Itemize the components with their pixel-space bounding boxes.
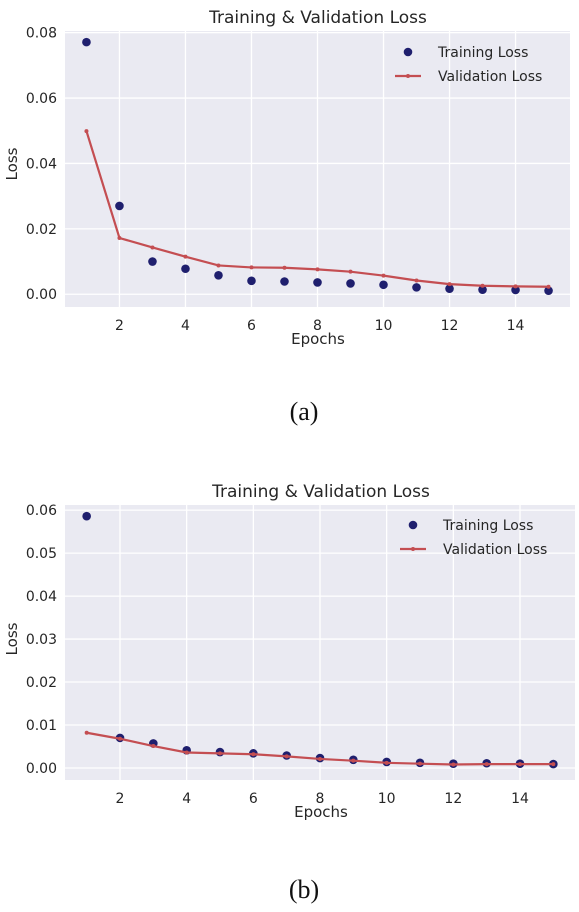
validation-loss-marker — [546, 284, 551, 289]
legend-label: Validation Loss — [443, 542, 547, 558]
legend-marker-validation-loss — [406, 74, 410, 78]
validation-loss-marker — [480, 283, 485, 288]
y-tick-label: 0.01 — [26, 718, 57, 734]
training-loss-point — [148, 257, 157, 266]
validation-loss-marker — [150, 245, 155, 250]
validation-loss-marker — [84, 730, 89, 735]
validation-loss-marker — [118, 736, 122, 741]
legend-label: Training Loss — [437, 45, 528, 61]
y-tick-label: 0.02 — [26, 675, 57, 691]
x-tick-label: 10 — [375, 318, 393, 334]
training-loss-point — [544, 286, 553, 295]
validation-loss-marker — [518, 762, 522, 767]
validation-loss-marker — [551, 762, 556, 767]
training-loss-point — [379, 280, 388, 290]
x-tick-label: 10 — [378, 791, 396, 807]
validation-loss-marker — [513, 284, 518, 289]
training-loss-point — [346, 279, 355, 288]
legend-label: Validation Loss — [438, 69, 542, 85]
validation-loss-marker — [216, 263, 221, 268]
legend-marker-validation-loss — [411, 547, 415, 551]
training-loss-point — [445, 284, 454, 293]
validation-loss-marker — [183, 254, 188, 259]
x-tick-label: 2 — [116, 791, 125, 807]
validation-loss-marker — [451, 762, 456, 767]
y-tick-label: 0.02 — [26, 222, 57, 238]
validation-loss-marker — [447, 282, 452, 287]
chart-title: Training & Validation Loss — [208, 8, 427, 28]
validation-loss-marker — [315, 267, 320, 272]
training-loss-point — [511, 285, 520, 295]
chart-panel-b: Training & Validation Loss Epochs Loss (… — [3, 482, 575, 904]
y-axis-label: Loss — [3, 622, 21, 655]
validation-loss-marker — [251, 752, 256, 757]
validation-loss-marker — [414, 278, 419, 283]
validation-loss-marker — [348, 269, 353, 274]
y-tick-label: 0.06 — [26, 503, 57, 519]
training-loss-point — [280, 277, 289, 286]
x-tick-label: 12 — [444, 791, 462, 807]
y-tick-label: 0.03 — [26, 632, 57, 648]
legend-label: Training Loss — [442, 518, 533, 534]
validation-loss-marker — [484, 762, 489, 767]
y-axis-label: Loss — [3, 147, 21, 180]
x-tick-label: 8 — [313, 318, 322, 334]
y-tick-label: 0.04 — [26, 589, 57, 605]
x-axis-label: Epochs — [291, 330, 345, 348]
y-tick-label: 0.05 — [26, 546, 57, 562]
x-tick-label: 14 — [507, 318, 525, 334]
validation-loss-marker — [117, 236, 122, 240]
validation-loss-marker — [318, 756, 322, 761]
training-loss-point — [115, 201, 124, 211]
x-tick-label: 14 — [511, 791, 529, 807]
y-tick-label: 0.00 — [26, 761, 57, 777]
chart-title: Training & Validation Loss — [211, 482, 430, 502]
validation-loss-marker — [151, 744, 156, 749]
x-tick-label: 2 — [115, 318, 124, 334]
validation-loss-marker — [284, 754, 289, 759]
training-loss-point — [247, 276, 256, 286]
training-loss-point — [214, 270, 223, 280]
y-tick-label: 0.04 — [26, 156, 57, 172]
legend: Training Loss Validation Loss — [400, 518, 547, 558]
legend-swatch-training-loss — [408, 520, 418, 530]
y-tick-label: 0.06 — [26, 91, 57, 107]
y-tick-label: 0.00 — [26, 287, 57, 303]
validation-loss-marker — [218, 751, 222, 756]
validation-loss-marker — [381, 273, 386, 278]
validation-loss-marker — [84, 129, 89, 134]
legend: Training Loss Validation Loss — [395, 45, 542, 85]
chart-panel-a: Training & Validation Loss Epochs Loss (… — [3, 8, 570, 426]
training-loss-point — [82, 511, 91, 521]
x-tick-label: 4 — [181, 318, 190, 334]
y-tick-label: 0.08 — [26, 26, 57, 42]
training-loss-point — [181, 264, 190, 274]
x-tick-label: 6 — [247, 318, 256, 334]
training-loss-point — [82, 37, 91, 47]
validation-loss-marker — [282, 265, 287, 270]
x-tick-label: 12 — [441, 318, 459, 334]
validation-loss-marker — [418, 761, 422, 766]
training-loss-point — [313, 278, 322, 287]
x-tick-label: 8 — [316, 791, 325, 807]
panel-caption: (b) — [289, 875, 319, 904]
panel-caption: (a) — [290, 397, 319, 426]
training-loss-point — [412, 283, 421, 292]
validation-loss-marker — [351, 758, 356, 763]
validation-loss-marker — [249, 265, 254, 270]
validation-loss-marker — [384, 760, 389, 765]
x-axis-label: Epochs — [294, 803, 348, 821]
training-loss-point — [478, 285, 487, 294]
legend-swatch-training-loss — [403, 47, 413, 57]
validation-loss-marker — [184, 750, 189, 755]
x-tick-label: 4 — [182, 791, 191, 807]
x-tick-label: 6 — [249, 791, 258, 807]
